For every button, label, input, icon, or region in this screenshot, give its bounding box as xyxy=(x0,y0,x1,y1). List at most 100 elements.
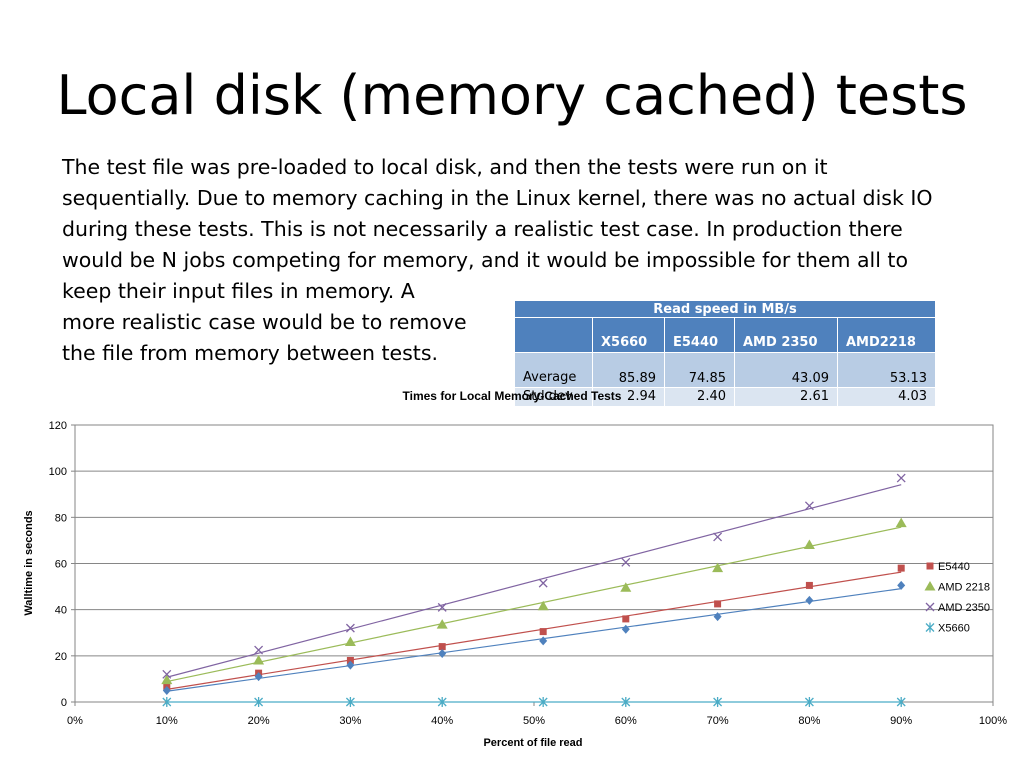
legend-marker xyxy=(924,581,936,591)
y-tick-label: 0 xyxy=(61,697,67,709)
trendline xyxy=(166,484,902,678)
data-points xyxy=(161,473,907,707)
data-point xyxy=(346,660,355,670)
chart-legend: E5440 AMD 2218 AMD 2350 X5660 xyxy=(924,561,990,635)
trendlines xyxy=(166,484,902,703)
data-point xyxy=(895,517,907,528)
column-header: X5660 xyxy=(592,317,665,353)
read-speed-table: Read speed in MB/s X5660 E5440 AMD 2350 … xyxy=(513,300,937,407)
x-tick-label: 80% xyxy=(798,715,820,727)
data-point xyxy=(712,562,724,573)
body-line: The test file was pre-loaded to local di… xyxy=(62,155,828,179)
legend-label: AMD 2218 xyxy=(938,582,990,594)
x-tick-label: 100% xyxy=(979,715,1007,727)
data-point xyxy=(437,697,447,707)
data-point xyxy=(539,628,547,636)
legend-label: E5440 xyxy=(938,561,970,573)
data-point xyxy=(897,580,906,590)
data-point xyxy=(804,697,814,707)
data-point xyxy=(804,501,814,511)
x-tick-label: 70% xyxy=(707,715,729,727)
data-point xyxy=(538,697,548,707)
data-point xyxy=(805,581,813,589)
table-caption: Read speed in MB/s xyxy=(513,300,937,318)
body-line: sequentially. Due to memory caching in t… xyxy=(62,186,933,210)
y-tick-label: 120 xyxy=(49,420,67,432)
data-point xyxy=(254,645,264,655)
data-point xyxy=(622,615,630,623)
data-point xyxy=(538,578,548,588)
data-point xyxy=(437,602,447,612)
x-tick-label: 40% xyxy=(431,715,453,727)
y-tick-label: 80 xyxy=(55,512,67,524)
data-point xyxy=(896,697,906,707)
column-header: AMD 2350 xyxy=(734,317,838,353)
data-point xyxy=(803,539,815,550)
table-cell: 2.40 xyxy=(664,387,735,407)
data-point xyxy=(620,582,632,592)
data-point xyxy=(162,669,172,679)
data-point xyxy=(713,532,723,542)
x-tick-label: 60% xyxy=(615,715,637,727)
legend-label: AMD 2350 xyxy=(938,602,990,614)
gridlines xyxy=(75,424,993,703)
table-cell: 74.85 xyxy=(664,352,735,388)
axes: 0 20 40 60 80 100 120 0% 10% 20% 30% 40% 50% 60% 70% 80… xyxy=(49,420,1008,727)
legend-marker xyxy=(925,602,935,612)
data-point xyxy=(344,636,356,646)
table-cell: 2.94 xyxy=(592,387,665,407)
legend-label: X5660 xyxy=(938,623,970,635)
table-cell: 53.13 xyxy=(836,352,937,388)
data-point xyxy=(438,643,446,651)
data-point xyxy=(436,619,448,629)
data-point xyxy=(713,612,722,622)
data-point xyxy=(345,697,355,707)
table-cell: 2.61 xyxy=(734,387,838,407)
data-point xyxy=(896,473,906,483)
data-point xyxy=(438,649,447,659)
body-line: the file from memory between tests. xyxy=(62,341,439,365)
data-point xyxy=(713,697,723,707)
data-point xyxy=(254,697,264,707)
row-label: Average xyxy=(514,352,593,388)
x-tick-label: 50% xyxy=(523,715,545,727)
table-cell: 85.89 xyxy=(592,352,665,388)
y-axis-title: Walltime in seconds xyxy=(23,510,35,615)
y-tick-label: 60 xyxy=(55,559,67,571)
data-point xyxy=(346,656,354,664)
body-line: during these tests. This is not necessar… xyxy=(62,217,903,241)
x-tick-label: 30% xyxy=(339,715,361,727)
trendline xyxy=(166,526,902,683)
data-point xyxy=(805,595,814,605)
trendline xyxy=(166,588,902,692)
table-row: Std dev 2.94 2.40 2.61 4.03 xyxy=(514,387,937,407)
row-label: Std dev xyxy=(514,387,593,407)
data-point xyxy=(162,697,172,707)
table-cell: 4.03 xyxy=(836,387,937,407)
data-point xyxy=(162,685,171,695)
slide-title: Local disk (memory cached) tests xyxy=(56,64,968,127)
column-header: AMD2218 xyxy=(836,317,937,353)
legend-item: X5660 xyxy=(925,622,970,635)
table-row: Average 85.89 74.85 43.09 53.13 xyxy=(514,352,937,388)
x-tick-label: 90% xyxy=(890,715,912,727)
data-point xyxy=(714,600,722,608)
body-text: The test file was pre-loaded to local di… xyxy=(62,152,952,369)
trendline xyxy=(166,571,902,690)
data-point xyxy=(253,654,265,665)
legend-item: E5440 xyxy=(926,561,970,573)
data-point xyxy=(537,600,549,611)
x-axis-title: Percent of file read xyxy=(483,737,582,749)
data-point xyxy=(254,672,263,682)
data-point xyxy=(621,624,630,634)
legend-marker xyxy=(926,562,934,570)
data-point xyxy=(539,636,548,646)
data-point xyxy=(621,697,631,707)
x-tick-label: 0% xyxy=(67,715,83,727)
table-corner xyxy=(514,317,593,353)
data-point xyxy=(621,557,631,567)
legend-marker xyxy=(925,622,935,633)
x-tick-label: 20% xyxy=(248,715,270,727)
body-line: more realistic case would be to remove xyxy=(62,310,467,334)
